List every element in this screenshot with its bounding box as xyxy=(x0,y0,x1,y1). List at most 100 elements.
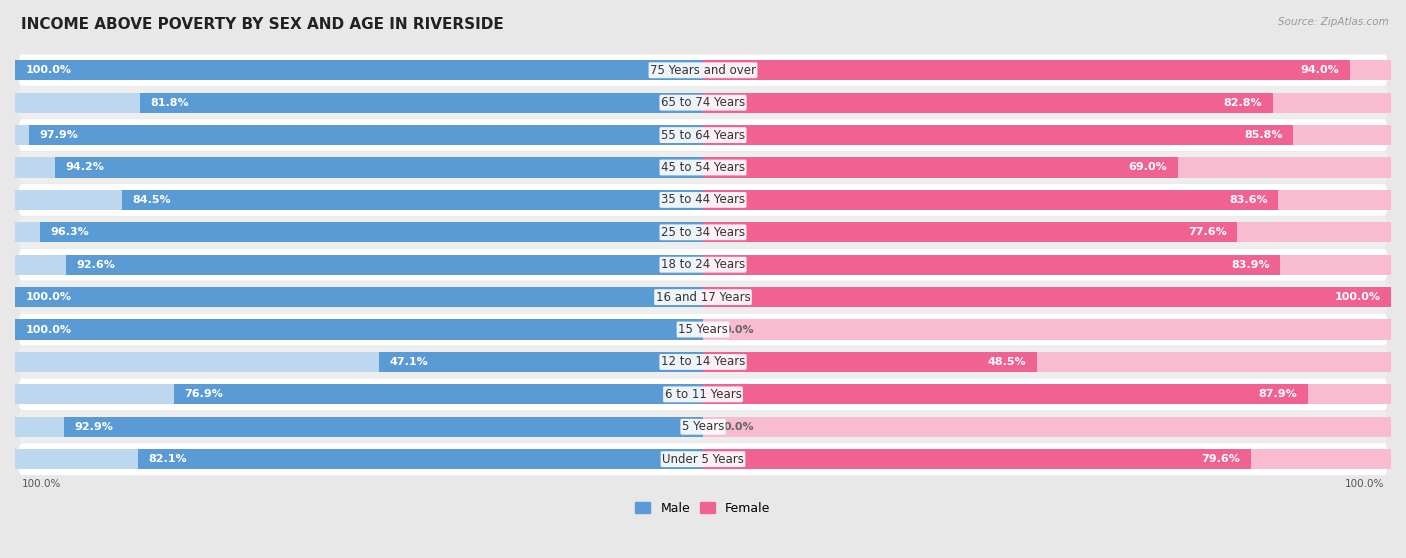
Bar xyxy=(703,384,1308,405)
Bar xyxy=(15,449,703,469)
Bar xyxy=(41,222,703,242)
FancyBboxPatch shape xyxy=(18,378,1388,410)
Text: 94.2%: 94.2% xyxy=(65,162,104,172)
Bar xyxy=(703,60,1391,80)
Text: 92.6%: 92.6% xyxy=(76,259,115,270)
Text: 97.9%: 97.9% xyxy=(39,130,79,140)
Bar xyxy=(703,287,1391,307)
Bar xyxy=(703,222,1391,242)
Bar xyxy=(15,287,703,307)
Text: 85.8%: 85.8% xyxy=(1244,130,1284,140)
Bar xyxy=(703,254,1281,275)
Text: 69.0%: 69.0% xyxy=(1129,162,1167,172)
Text: 79.6%: 79.6% xyxy=(1202,454,1240,464)
Bar xyxy=(15,417,703,437)
Text: 82.1%: 82.1% xyxy=(149,454,187,464)
Text: 48.5%: 48.5% xyxy=(988,357,1026,367)
Bar xyxy=(66,254,703,275)
Bar xyxy=(703,125,1391,145)
Bar xyxy=(703,287,1391,307)
Bar xyxy=(703,449,1251,469)
Text: INCOME ABOVE POVERTY BY SEX AND AGE IN RIVERSIDE: INCOME ABOVE POVERTY BY SEX AND AGE IN R… xyxy=(21,17,503,32)
Text: 65 to 74 Years: 65 to 74 Years xyxy=(661,96,745,109)
Bar xyxy=(55,157,703,177)
Bar xyxy=(703,157,1178,177)
Bar xyxy=(703,254,1391,275)
Bar xyxy=(30,125,703,145)
Text: 100.0%: 100.0% xyxy=(25,65,72,75)
Bar xyxy=(138,449,703,469)
FancyBboxPatch shape xyxy=(18,184,1388,216)
Bar xyxy=(15,254,703,275)
Text: 83.6%: 83.6% xyxy=(1229,195,1268,205)
FancyBboxPatch shape xyxy=(18,346,1388,378)
Bar xyxy=(15,352,703,372)
Text: 82.8%: 82.8% xyxy=(1223,98,1263,108)
Bar xyxy=(703,222,1237,242)
Bar xyxy=(141,93,703,113)
Text: 100.0%: 100.0% xyxy=(22,479,62,489)
Text: 94.0%: 94.0% xyxy=(1301,65,1340,75)
Text: 84.5%: 84.5% xyxy=(132,195,170,205)
Bar xyxy=(174,384,703,405)
Text: 81.8%: 81.8% xyxy=(150,98,190,108)
Text: 0.0%: 0.0% xyxy=(724,325,754,335)
Text: 96.3%: 96.3% xyxy=(51,227,90,237)
Text: 77.6%: 77.6% xyxy=(1188,227,1226,237)
Bar xyxy=(703,93,1272,113)
Text: 100.0%: 100.0% xyxy=(1344,479,1384,489)
Bar xyxy=(15,320,703,340)
Text: 15 Years: 15 Years xyxy=(678,323,728,336)
Bar xyxy=(15,60,703,80)
Bar xyxy=(380,352,703,372)
Text: 83.9%: 83.9% xyxy=(1232,259,1270,270)
Text: 16 and 17 Years: 16 and 17 Years xyxy=(655,291,751,304)
Text: 92.9%: 92.9% xyxy=(75,422,112,432)
Bar xyxy=(703,417,1391,437)
FancyBboxPatch shape xyxy=(18,249,1388,281)
Bar xyxy=(703,93,1391,113)
Bar xyxy=(122,190,703,210)
Text: 75 Years and over: 75 Years and over xyxy=(650,64,756,77)
Text: 6 to 11 Years: 6 to 11 Years xyxy=(665,388,741,401)
Bar xyxy=(15,384,703,405)
Text: 5 Years: 5 Years xyxy=(682,420,724,433)
Bar xyxy=(703,449,1391,469)
Bar xyxy=(63,417,703,437)
FancyBboxPatch shape xyxy=(18,443,1388,475)
Text: 55 to 64 Years: 55 to 64 Years xyxy=(661,128,745,142)
Bar xyxy=(15,93,703,113)
Bar xyxy=(15,222,703,242)
Bar xyxy=(15,320,703,340)
FancyBboxPatch shape xyxy=(18,87,1388,118)
Text: 0.0%: 0.0% xyxy=(724,422,754,432)
Bar xyxy=(703,157,1391,177)
Text: 100.0%: 100.0% xyxy=(25,292,72,302)
FancyBboxPatch shape xyxy=(18,281,1388,313)
FancyBboxPatch shape xyxy=(18,54,1388,86)
Text: 25 to 34 Years: 25 to 34 Years xyxy=(661,226,745,239)
Bar xyxy=(15,125,703,145)
Bar xyxy=(703,352,1391,372)
Text: 76.9%: 76.9% xyxy=(184,389,224,400)
Text: Under 5 Years: Under 5 Years xyxy=(662,453,744,466)
FancyBboxPatch shape xyxy=(18,152,1388,184)
FancyBboxPatch shape xyxy=(18,217,1388,248)
FancyBboxPatch shape xyxy=(18,411,1388,442)
Legend: Male, Female: Male, Female xyxy=(630,497,776,519)
Bar xyxy=(15,60,703,80)
Bar xyxy=(703,384,1391,405)
Bar xyxy=(703,352,1036,372)
Text: 12 to 14 Years: 12 to 14 Years xyxy=(661,355,745,368)
FancyBboxPatch shape xyxy=(18,119,1388,151)
Bar xyxy=(15,157,703,177)
Bar xyxy=(703,60,1350,80)
Text: 87.9%: 87.9% xyxy=(1258,389,1298,400)
Text: Source: ZipAtlas.com: Source: ZipAtlas.com xyxy=(1278,17,1389,27)
Bar xyxy=(703,320,1391,340)
Text: 47.1%: 47.1% xyxy=(389,357,427,367)
Text: 45 to 54 Years: 45 to 54 Years xyxy=(661,161,745,174)
Bar xyxy=(15,287,703,307)
Bar xyxy=(703,190,1391,210)
Text: 100.0%: 100.0% xyxy=(25,325,72,335)
